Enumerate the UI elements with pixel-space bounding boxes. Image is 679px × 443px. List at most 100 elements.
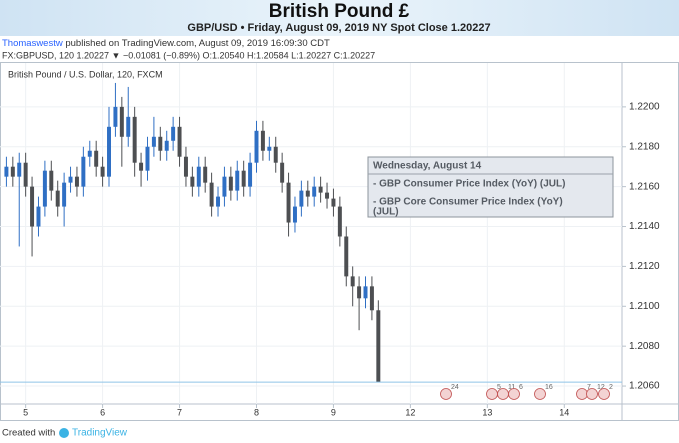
y-tick-label: 1.2200 xyxy=(629,102,660,113)
annotation-line: - GBP Consumer Price Index (YoY) (JUL) xyxy=(373,179,565,190)
y-tick-label: 1.2100 xyxy=(629,301,660,312)
candle-body xyxy=(107,126,111,177)
annotation-box xyxy=(367,156,614,218)
x-tick-label: 5 xyxy=(23,407,28,417)
candle-body xyxy=(299,190,304,207)
event-badge: 6 xyxy=(519,384,523,391)
y-tick-label: 1.2180 xyxy=(629,141,660,152)
candle-body xyxy=(273,146,278,163)
event-badge: 16 xyxy=(545,384,553,391)
candle-body xyxy=(196,166,201,187)
header-band xyxy=(0,0,679,36)
candle-body xyxy=(55,190,60,207)
candle-body xyxy=(260,130,265,151)
candle-body xyxy=(318,186,323,193)
x-tick-label: 6 xyxy=(100,407,105,417)
event-badge: 24 xyxy=(451,384,459,391)
y-tick-label: 1.2060 xyxy=(629,381,660,392)
candle-body xyxy=(203,166,208,183)
subtitle: GBP/USD • Friday, August 09, 2019 NY Spo… xyxy=(187,22,490,34)
annotation: Wednesday, August 14 - GBP Consumer Pric… xyxy=(367,156,614,218)
candle-body xyxy=(177,126,182,157)
candle-body xyxy=(30,186,35,227)
candle-body xyxy=(74,176,79,187)
y-tick-label: 1.2080 xyxy=(629,341,660,352)
event-flag xyxy=(497,388,509,400)
event-badge: 5 xyxy=(497,384,501,391)
candle-body xyxy=(158,136,163,151)
annotation-line: - GBP Core Consumer Price Index (YoY) xyxy=(373,197,563,208)
candle-body xyxy=(17,162,22,177)
candle-body xyxy=(190,176,195,187)
candle-body xyxy=(94,150,99,167)
event-flag xyxy=(586,388,598,400)
candle-body xyxy=(36,206,41,227)
candle-body xyxy=(254,130,259,163)
candle-body xyxy=(209,182,214,207)
candle-body xyxy=(363,286,368,299)
candle-body xyxy=(171,126,176,141)
candle-body xyxy=(183,156,188,177)
candle-body xyxy=(132,116,137,163)
candle-body xyxy=(337,206,342,237)
author[interactable]: Thomaswestw xyxy=(2,38,63,49)
event-flag xyxy=(534,388,546,400)
y-tick-label: 1.2160 xyxy=(629,181,660,192)
candle-body xyxy=(286,182,291,223)
footer: Created with TradingView xyxy=(2,428,128,439)
x-tick-label: 13 xyxy=(482,407,492,417)
brand-logo xyxy=(59,428,69,438)
x-tick-label: 8 xyxy=(254,407,259,417)
published: published on TradingView.com, August 09,… xyxy=(65,38,330,49)
y-tick-label: 1.2120 xyxy=(629,261,660,272)
candle-body xyxy=(81,156,86,187)
event-flag xyxy=(440,388,452,400)
quote-line: FX:GBPUSD, 120 1.20227 ▼ −0.01081 (−0.89… xyxy=(2,50,375,60)
event-badge: 7 xyxy=(587,384,591,391)
candle-body xyxy=(100,166,105,177)
candle-body xyxy=(42,170,47,207)
event-flag xyxy=(508,388,520,400)
x-tick-label: 12 xyxy=(405,407,415,417)
candle-body xyxy=(119,106,124,137)
candle-body xyxy=(49,170,54,191)
candle-body xyxy=(305,190,310,197)
x-tick-label: 9 xyxy=(331,407,336,417)
candle-body xyxy=(4,166,9,177)
candle-body xyxy=(267,146,272,151)
plot: 1.2060 1.2080 1.2100 1.2120 1.2140 1.2160 1.21… xyxy=(0,63,660,417)
annotation-line: (JUL) xyxy=(373,207,399,218)
candle-body xyxy=(292,206,297,223)
candle-body xyxy=(228,176,233,191)
candle-body xyxy=(113,106,118,127)
x-tick-label: 7 xyxy=(177,407,182,417)
event-badge: 2 xyxy=(609,384,613,391)
candle-body xyxy=(145,146,150,171)
candle-body xyxy=(369,286,374,311)
candle-body xyxy=(139,162,144,171)
event-flag xyxy=(598,388,610,400)
chart-title: British Pound / U.S. Dollar, 120, FXCM xyxy=(8,69,163,79)
y-tick-label: 1.2140 xyxy=(629,221,660,232)
candle-body xyxy=(331,198,336,207)
candle-body xyxy=(10,166,15,177)
candle-body xyxy=(350,276,355,287)
x-tick-label: 14 xyxy=(559,407,569,417)
candle-body xyxy=(357,286,362,299)
candle-body xyxy=(151,136,156,147)
candle-body xyxy=(62,182,67,207)
candle-body xyxy=(164,140,169,151)
event-flag xyxy=(486,388,498,400)
candle-body xyxy=(126,116,131,137)
candle-body xyxy=(325,192,330,199)
candle-body xyxy=(68,176,73,183)
candle-body xyxy=(235,170,240,191)
candle-body xyxy=(280,162,285,183)
candle-body xyxy=(222,176,227,197)
candle-body xyxy=(312,186,317,197)
candle-body xyxy=(241,170,246,187)
candle-body xyxy=(376,310,381,383)
footer-brand[interactable]: TradingView xyxy=(72,428,128,439)
candle-body xyxy=(23,162,28,187)
